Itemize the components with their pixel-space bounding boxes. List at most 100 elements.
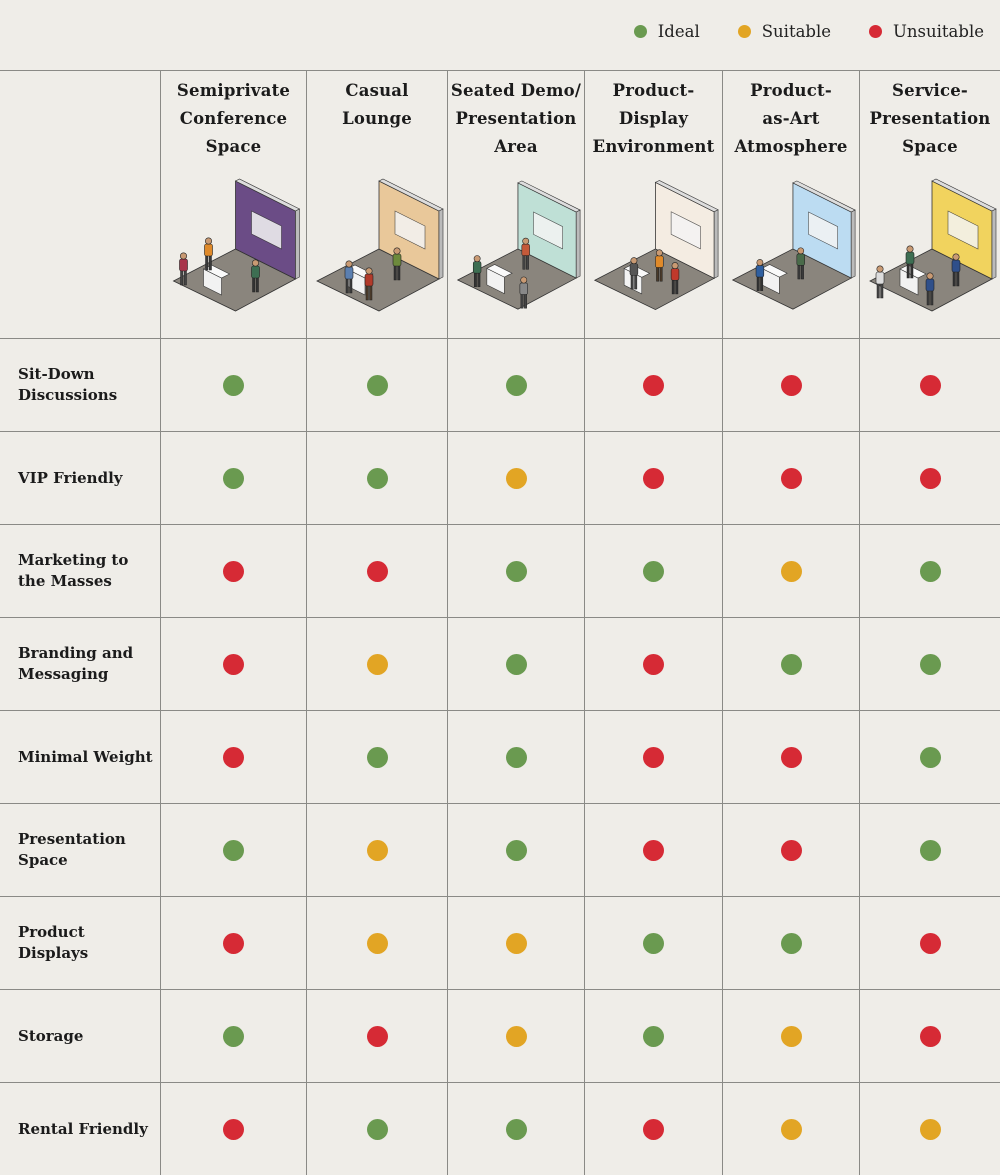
table-corner [0, 71, 160, 338]
unsuitable-dot-icon [366, 560, 388, 582]
unsuitable-dot-icon [780, 374, 802, 396]
rating-cell [584, 896, 722, 989]
ideal-dot-icon [223, 839, 244, 861]
art-booth-illustration [723, 171, 859, 321]
unsuitable-dot-icon [643, 467, 664, 489]
column-title: Casual Lounge [342, 81, 412, 128]
unsuitable-dot-icon [223, 1118, 244, 1140]
suitable-dot-icon [780, 1025, 802, 1047]
suitable-dot-icon [505, 467, 527, 489]
ideal-dot-icon [505, 560, 527, 582]
rating-cell [306, 524, 447, 617]
legend-label: Unsuitable [893, 22, 984, 41]
rating-cell [306, 896, 447, 989]
unsuitable-dot-icon [643, 839, 664, 861]
rating-cell [859, 710, 1000, 803]
ideal-dot-icon [643, 932, 664, 954]
suitable-dot-icon [737, 25, 751, 38]
rating-cell [447, 710, 584, 803]
ideal-dot-icon [223, 1025, 244, 1047]
conference-booth-illustration [161, 171, 306, 321]
suitable-dot-icon [366, 932, 388, 954]
rating-cell [584, 338, 722, 431]
row-label: VIP Friendly [0, 431, 160, 524]
rating-cell [584, 617, 722, 710]
column-header: Product- Display Environment [584, 71, 722, 338]
rating-cell [306, 803, 447, 896]
rating-cell [447, 1082, 584, 1175]
unsuitable-dot-icon [919, 467, 941, 489]
suitable-dot-icon [505, 1025, 527, 1047]
rating-cell [584, 1082, 722, 1175]
rating-cell [722, 710, 859, 803]
row-label: Sit-Down Discussions [0, 338, 160, 431]
rating-cell [722, 431, 859, 524]
row-label: Presentation Space [0, 803, 160, 896]
column-title: Semiprivate Conference Space [176, 81, 291, 156]
column-header: Service- Presentation Space [859, 71, 1000, 338]
ideal-dot-icon [505, 1118, 527, 1140]
unsuitable-dot-icon [223, 932, 244, 954]
rating-cell [447, 617, 584, 710]
ideal-dot-icon [366, 746, 388, 768]
ideal-dot-icon [919, 653, 941, 675]
ideal-dot-icon [223, 467, 244, 489]
ideal-dot-icon [919, 839, 941, 861]
lounge-booth-illustration [307, 171, 447, 321]
column-header: Casual Lounge [306, 71, 447, 338]
rating-cell [722, 524, 859, 617]
ideal-dot-icon [505, 374, 527, 396]
row-label: Minimal Weight [0, 710, 160, 803]
rating-cell [859, 431, 1000, 524]
row-label: Marketing to the Masses [0, 524, 160, 617]
rating-cell [447, 431, 584, 524]
suitable-dot-icon [780, 1118, 802, 1140]
rating-cell [306, 338, 447, 431]
rating-cell [584, 989, 722, 1082]
column-title: Product- as-Art Atmosphere [734, 81, 848, 156]
unsuitable-dot-icon [780, 839, 802, 861]
ideal-dot-icon [643, 1025, 664, 1047]
rating-cell [447, 896, 584, 989]
ideal-dot-icon [919, 560, 941, 582]
ideal-dot-icon [643, 560, 664, 582]
column-title: Product- Display Environment [592, 81, 715, 156]
rating-cell [447, 989, 584, 1082]
rating-cell [722, 803, 859, 896]
rating-cell [160, 989, 306, 1082]
rating-cell [722, 338, 859, 431]
ideal-dot-icon [780, 653, 802, 675]
rating-cell [160, 803, 306, 896]
legend-item-ideal: Ideal [633, 22, 700, 41]
rating-cell [447, 803, 584, 896]
suitable-dot-icon [366, 839, 388, 861]
column-header: Product- as-Art Atmosphere [722, 71, 859, 338]
demo-booth-illustration [448, 171, 584, 321]
row-label: Rental Friendly [0, 1082, 160, 1175]
rating-cell [160, 896, 306, 989]
ideal-dot-icon [919, 746, 941, 768]
ideal-dot-icon [366, 1118, 388, 1140]
unsuitable-dot-icon [919, 932, 941, 954]
rating-cell [306, 431, 447, 524]
ideal-dot-icon [633, 25, 647, 38]
rating-cell [447, 338, 584, 431]
rating-cell [306, 617, 447, 710]
ideal-dot-icon [366, 374, 388, 396]
rating-cell [160, 431, 306, 524]
rating-cell [306, 710, 447, 803]
rating-cell [584, 710, 722, 803]
ideal-dot-icon [223, 374, 244, 396]
rating-cell [160, 710, 306, 803]
unsuitable-dot-icon [643, 746, 664, 768]
row-label: Product Displays [0, 896, 160, 989]
unsuitable-dot-icon [643, 374, 664, 396]
rating-cell [859, 1082, 1000, 1175]
unsuitable-dot-icon [643, 653, 664, 675]
unsuitable-dot-icon [223, 746, 244, 768]
unsuitable-dot-icon [780, 467, 802, 489]
rating-cell [584, 431, 722, 524]
unsuitable-dot-icon [366, 1025, 388, 1047]
suitable-dot-icon [366, 653, 388, 675]
rating-cell [859, 803, 1000, 896]
